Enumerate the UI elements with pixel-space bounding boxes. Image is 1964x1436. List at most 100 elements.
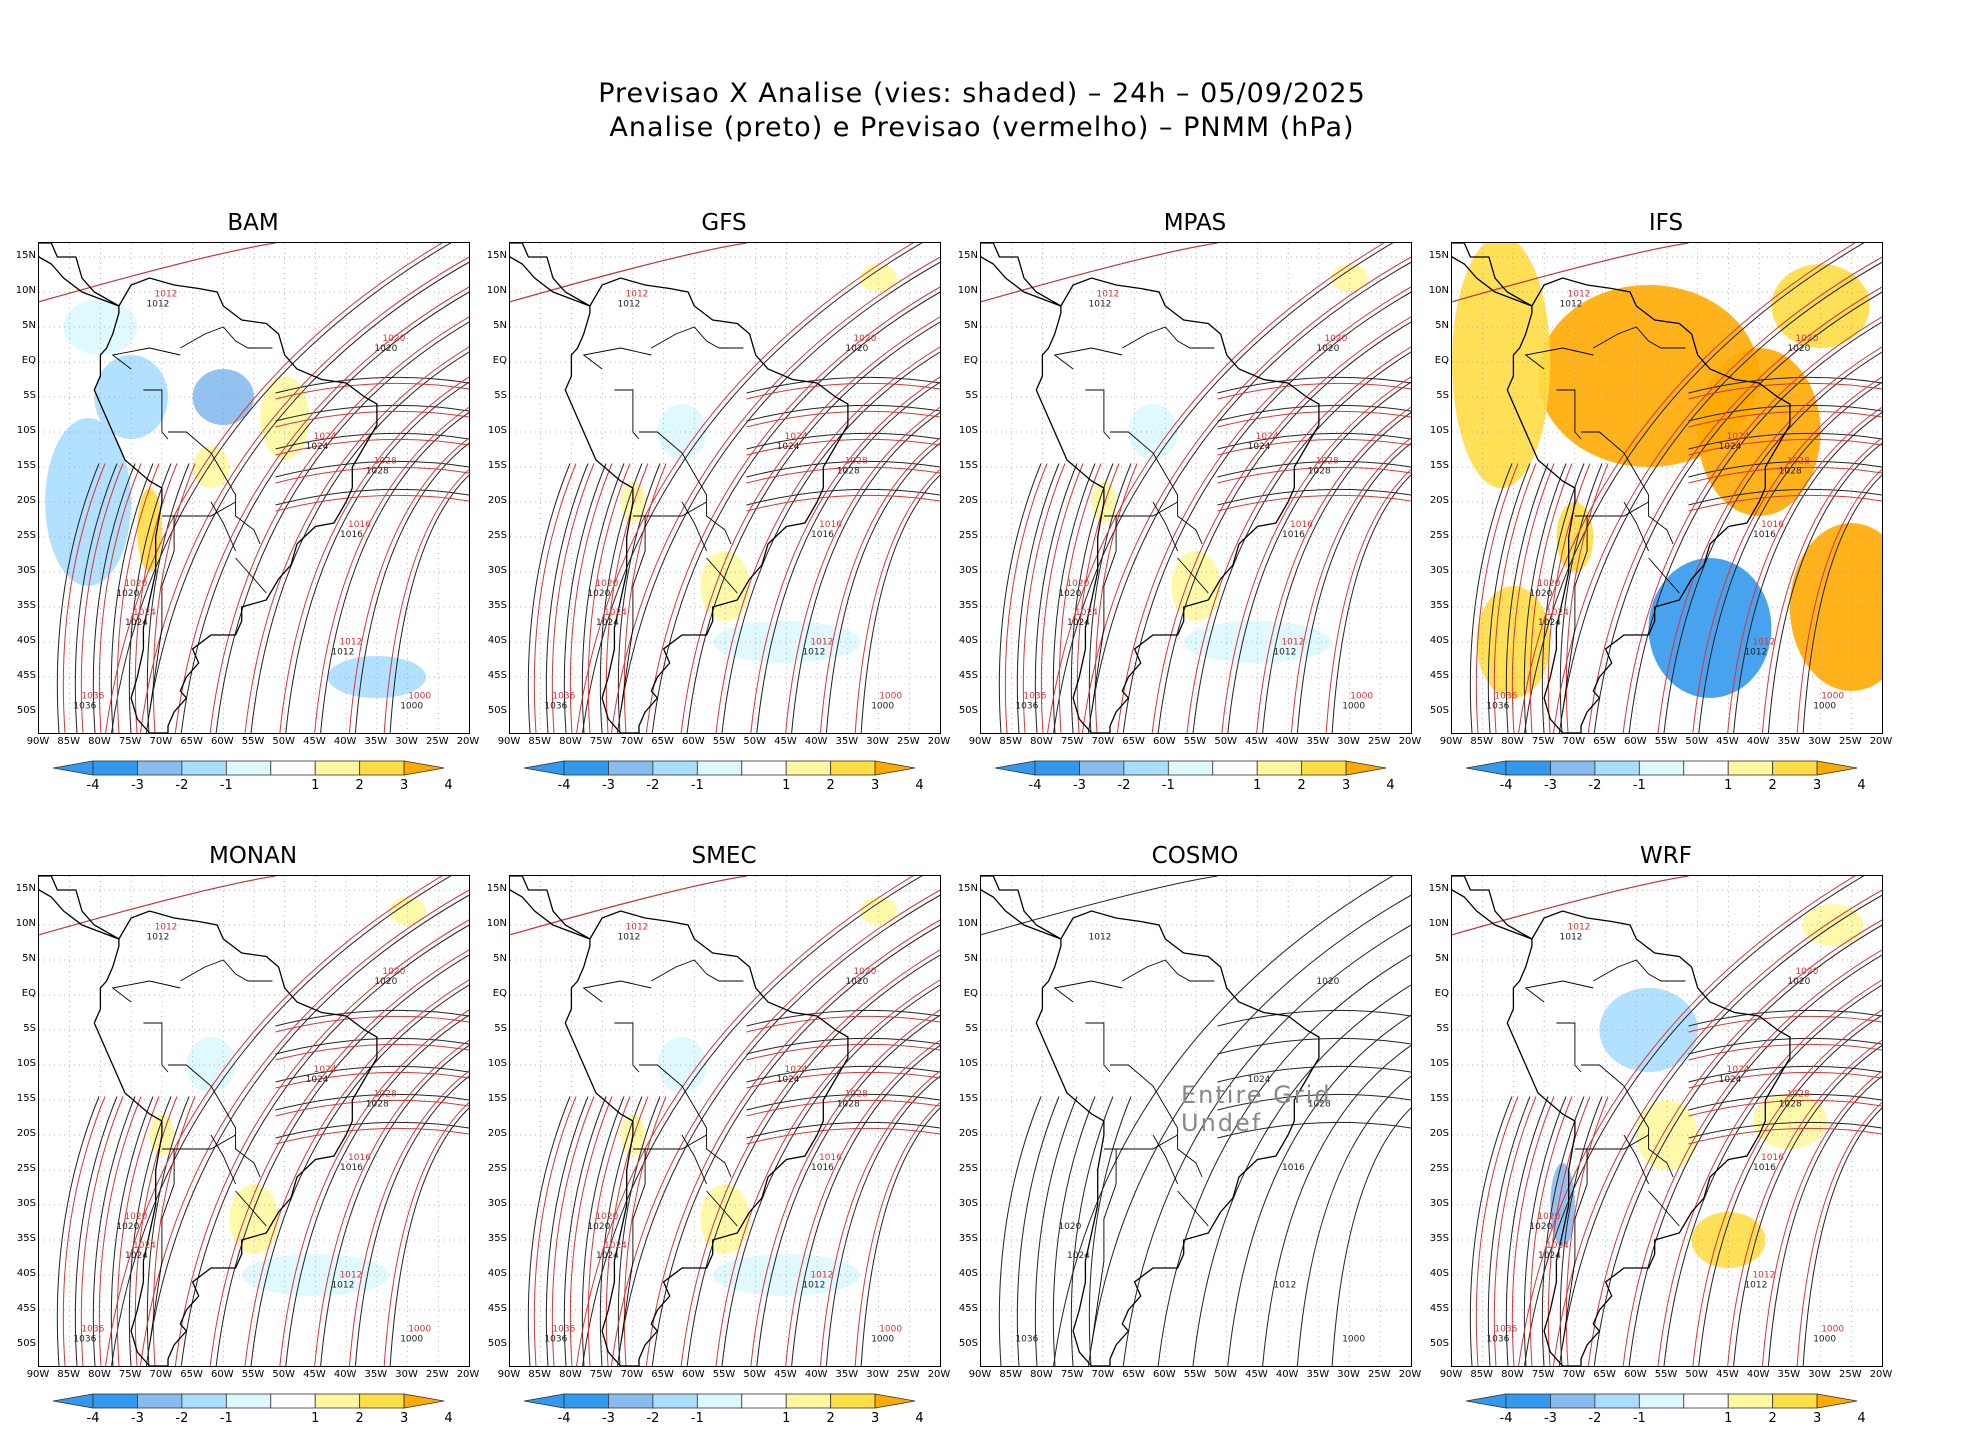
isobar-label-forecast: 1020 (1537, 1212, 1560, 1222)
isobar-label-forecast: 1000 (1821, 692, 1844, 702)
isobar-label-forecast: 1012 (1281, 638, 1304, 648)
country-border (632, 1134, 707, 1150)
colorbar-arrow-right (1816, 760, 1858, 776)
lat-label: 35S (487, 1233, 507, 1244)
isobar (275, 466, 469, 484)
isobar (1094, 463, 1138, 733)
isobar (1688, 1071, 1882, 1089)
lat-label: 20S (1429, 495, 1449, 506)
isobar (1217, 1065, 1411, 1083)
isobar-label-forecast: 1016 (819, 1153, 842, 1163)
isobar (1688, 1043, 1882, 1061)
bias-shade (1128, 404, 1178, 460)
lon-label: 60W (681, 1369, 705, 1380)
isobar-label-forecast: 1020 (382, 967, 405, 977)
lat-label: 15S (16, 1093, 36, 1104)
lon-label: 55W (1183, 736, 1207, 747)
colorbar-label: -4 (557, 1411, 571, 1426)
isobar-label: 1020 (116, 589, 139, 599)
isobar (582, 876, 923, 1366)
isobar-label-forecast: 1024 (314, 432, 337, 442)
isobar (1058, 463, 1102, 733)
isobar (1593, 924, 1882, 1366)
isobar-label: 1036 (1486, 1335, 1509, 1345)
isobar (576, 876, 914, 1366)
lat-label: EQ (963, 988, 978, 999)
isobar-label: 1016 (340, 530, 363, 540)
country-border (1574, 501, 1649, 517)
lon-label: 90W (26, 736, 50, 747)
isobar-label-forecast: 1012 (155, 923, 178, 933)
isobar-label: 1024 (1067, 618, 1090, 628)
country-border (1581, 431, 1674, 545)
isobar-label: 1028 (837, 1099, 860, 1109)
isobar (1688, 1015, 1882, 1033)
isobar (1016, 1096, 1060, 1366)
lon-label: 65W (651, 1369, 674, 1380)
isobar (215, 954, 469, 1366)
colorbar-label: -3 (1072, 778, 1086, 793)
colorbar-cell (563, 1393, 609, 1409)
bias-shade (94, 355, 168, 439)
lat-label: 40S (1429, 1268, 1449, 1279)
isobar (746, 1093, 940, 1111)
colorbar-cell (652, 1393, 698, 1409)
isobar (1688, 466, 1882, 484)
map-panel-wrf: 1020 1020 1024 1024 1028 1028 1016 1016 1012 1012… (1451, 875, 1883, 1367)
isobar (605, 1096, 649, 1366)
lon-label: 85W (999, 736, 1023, 747)
lat-label: 10S (487, 425, 507, 436)
lat-label: 15S (958, 1093, 978, 1104)
isobar (1529, 1096, 1573, 1366)
isobar (746, 1127, 940, 1145)
isobar (563, 1096, 607, 1366)
lat-label: 40S (16, 635, 36, 646)
isobar (819, 1070, 940, 1366)
isobar (1088, 1096, 1132, 1366)
colorbar-label: 2 (355, 1411, 364, 1426)
lon-label: 45W (1716, 736, 1739, 747)
colorbar-label: -3 (130, 1411, 144, 1426)
isobar (92, 1096, 136, 1366)
colorbar-cell (270, 760, 316, 776)
lon-label: 55W (241, 736, 265, 747)
colorbar-label: -1 (1632, 778, 1646, 793)
isobar (244, 979, 469, 1366)
lon-label: 40W (1746, 736, 1770, 747)
lat-label: 25S (958, 1163, 978, 1174)
country-border (143, 389, 169, 440)
isobar-label-forecast: 1012 (626, 290, 649, 300)
isobar (250, 984, 469, 1366)
isobar-label-forecast: 1036 (1023, 692, 1046, 702)
lat-label: 15N (1428, 250, 1449, 261)
isobar-label-forecast: 1020 (1795, 967, 1818, 977)
country-border (1562, 516, 1588, 713)
country-border (1593, 326, 1686, 349)
isobar (1688, 1037, 1882, 1055)
isobar (1587, 919, 1882, 1366)
colorbar-arrow-left (52, 760, 94, 776)
isobar-label: 1020 (1316, 977, 1339, 987)
isobar (1122, 291, 1411, 733)
isobar (1487, 463, 1531, 733)
colorbar-label: 3 (1812, 1411, 1822, 1426)
isobar-label-forecast: 1020 (595, 1212, 618, 1222)
isobar (1034, 1096, 1078, 1366)
isobar (152, 1096, 196, 1366)
lat-label: 30S (958, 565, 978, 576)
colorbar-label: 1 (1724, 778, 1733, 793)
lat-label: 5S (965, 1023, 978, 1034)
isobar (1053, 876, 1394, 1366)
isobar (616, 261, 940, 733)
isobar-label: 1036 (73, 1335, 96, 1345)
coastline (39, 243, 378, 733)
isobar-label: 1036 (1486, 702, 1509, 712)
isobar-label: 1020 (1316, 344, 1339, 354)
lat-label: EQ (492, 988, 507, 999)
isobar (746, 404, 940, 422)
lat-label: 10N (486, 285, 507, 296)
map-svg-cosmo: 1020 1024 1028 1016 1012 1036 1012 1000 1020 1024 (981, 876, 1411, 1366)
lat-label: 30S (1429, 1198, 1449, 1209)
isobar (1657, 346, 1882, 733)
isobar-label-forecast: 1028 (374, 1089, 397, 1099)
